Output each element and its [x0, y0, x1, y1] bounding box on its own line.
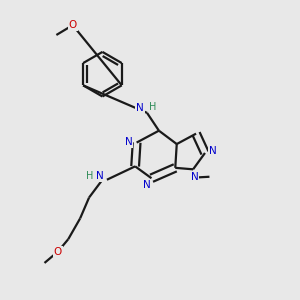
Text: N: N: [209, 146, 217, 156]
Text: H: H: [86, 171, 93, 181]
Text: O: O: [69, 20, 77, 30]
Text: N: N: [136, 103, 144, 113]
Text: N: N: [125, 137, 133, 147]
Text: N: N: [142, 180, 150, 190]
Text: O: O: [54, 247, 62, 257]
Text: H: H: [149, 102, 157, 112]
Text: N: N: [191, 172, 199, 182]
Text: N: N: [96, 171, 103, 181]
